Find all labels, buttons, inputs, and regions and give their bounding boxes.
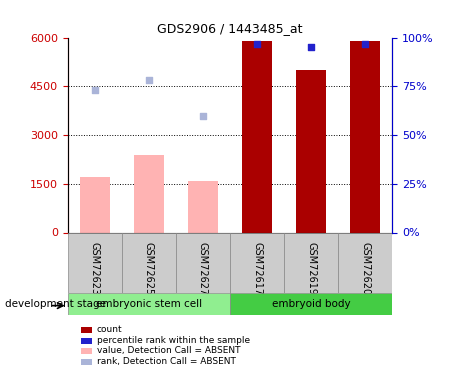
FancyBboxPatch shape (68, 292, 230, 315)
FancyBboxPatch shape (338, 232, 392, 292)
Text: GSM72623: GSM72623 (90, 242, 100, 295)
FancyBboxPatch shape (122, 232, 176, 292)
Bar (80, 177, 110, 232)
FancyBboxPatch shape (230, 232, 284, 292)
Text: rank, Detection Call = ABSENT: rank, Detection Call = ABSENT (97, 357, 236, 366)
Text: development stage: development stage (5, 299, 106, 309)
Text: GSM72625: GSM72625 (144, 242, 154, 295)
Text: value, Detection Call = ABSENT: value, Detection Call = ABSENT (97, 346, 240, 355)
Point (91, 87, 98, 93)
Point (145, 77, 152, 83)
FancyBboxPatch shape (284, 232, 338, 292)
Bar (242, 41, 272, 232)
Text: embryonic stem cell: embryonic stem cell (96, 299, 202, 309)
Bar (134, 154, 164, 232)
Text: count: count (97, 326, 123, 334)
Text: GSM72620: GSM72620 (360, 242, 370, 295)
Bar (350, 41, 380, 232)
Point (199, 112, 207, 118)
Bar (188, 180, 218, 232)
Title: GDS2906 / 1443485_at: GDS2906 / 1443485_at (157, 22, 303, 35)
FancyBboxPatch shape (176, 232, 230, 292)
Point (362, 41, 369, 47)
FancyBboxPatch shape (68, 232, 122, 292)
FancyBboxPatch shape (230, 292, 392, 315)
Text: GSM72619: GSM72619 (306, 242, 316, 294)
Bar (296, 70, 326, 232)
Text: GSM72617: GSM72617 (252, 242, 262, 295)
Point (308, 44, 315, 50)
Point (253, 41, 261, 47)
Text: percentile rank within the sample: percentile rank within the sample (97, 336, 250, 345)
Text: embryoid body: embryoid body (272, 299, 350, 309)
Text: GSM72627: GSM72627 (198, 242, 208, 295)
